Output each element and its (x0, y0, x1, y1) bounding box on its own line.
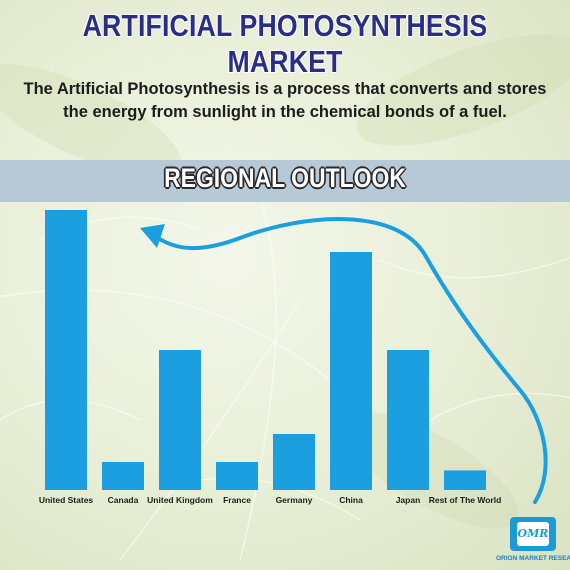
section-band (0, 160, 570, 202)
bars-group (45, 210, 486, 490)
category-label: France (223, 495, 251, 505)
bar-canada (102, 462, 144, 490)
bar-united-states (45, 210, 87, 490)
category-label: United Kingdom (147, 495, 213, 505)
category-label: Germany (276, 495, 313, 505)
bar-germany (273, 434, 315, 490)
category-label: China (339, 495, 363, 505)
page-subtitle: The Artificial Photosynthesis is a proce… (20, 78, 550, 124)
bar-rest-of-the-world (444, 470, 486, 490)
logo-caption: ORION MARKET RESEARCH (496, 555, 570, 562)
subtitle-line-1: The Artificial Photosynthesis is a proce… (23, 80, 547, 98)
page-title: ARTIFICIAL PHOTOSYNTHESIS MARKET (82, 8, 488, 79)
category-label: United States (39, 495, 94, 505)
trend-arrow (140, 217, 548, 504)
category-label: Canada (108, 495, 139, 505)
subtitle-line-2: the energy from sunlight in the chemical… (63, 103, 507, 121)
bar-france (216, 462, 258, 490)
section-title: REGIONAL OUTLOOK (164, 163, 406, 193)
trend-arrow-curve (156, 217, 548, 504)
bar-united-kingdom (159, 350, 201, 490)
bar-japan (387, 350, 429, 490)
trend-arrowhead (140, 224, 165, 248)
omr-logo: OMR (510, 517, 556, 551)
category-labels-group: United States Canada United Kingdom France G… (39, 495, 501, 505)
bar-china (330, 252, 372, 490)
omr-logo-mark: OMR (517, 522, 549, 546)
category-label: Rest of The World (429, 495, 502, 505)
category-label: Japan (396, 495, 421, 505)
